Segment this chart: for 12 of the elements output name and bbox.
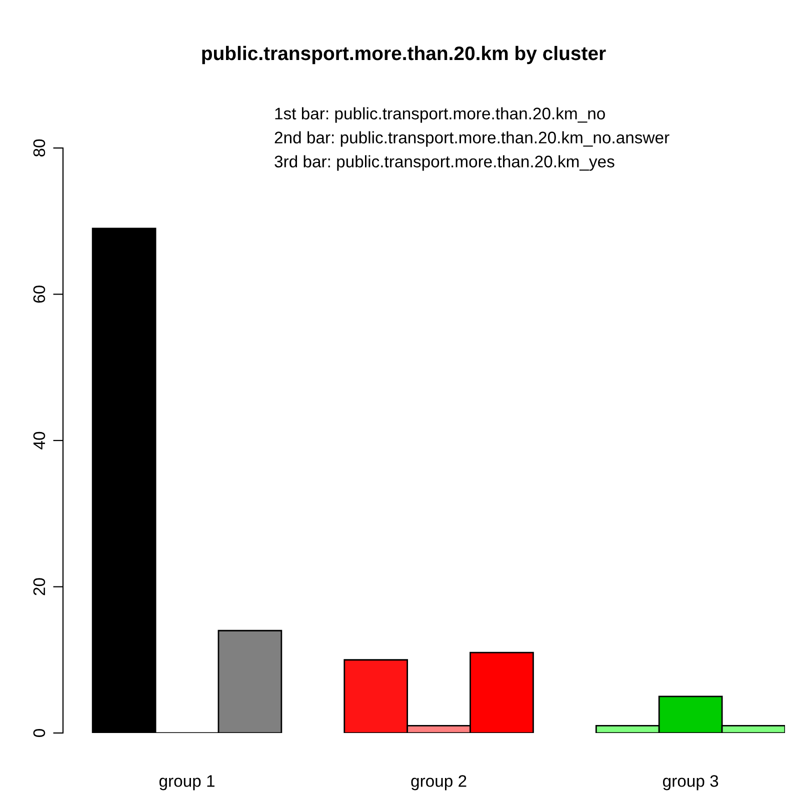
text: 1st bar: public.transport.more.than.20.km_no (275, 107, 605, 123)
text: 2nd bar: public.transport.more.than.20.km_no.answer (274, 131, 670, 147)
annotation: 3rd bar: public.transport.more.than.20.km_yes (274, 155, 614, 171)
y-tick-label: 40 (33, 432, 46, 450)
x-tick-label: group 1 (159, 775, 214, 790)
x-tick-label: group 3 (663, 775, 718, 790)
y-tick-label: 0 (33, 729, 46, 737)
chart-title: public.transport.more.than.20.km by cluster (202, 46, 606, 64)
y-tick-label: 60 (33, 286, 46, 303)
y-tick-label: 20 (33, 578, 46, 596)
y-tick-label: 80 (33, 139, 46, 157)
x-tick-label: group 2 (411, 775, 466, 790)
